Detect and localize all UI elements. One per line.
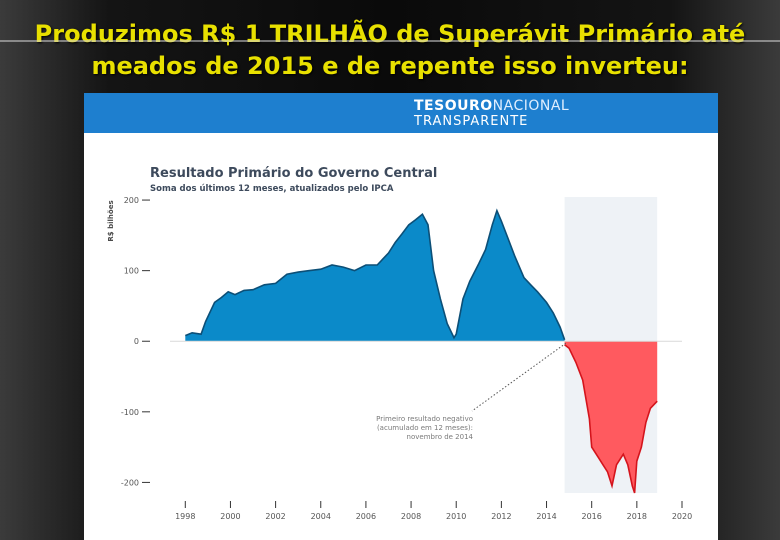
slide-title-line1: Produzimos R$ 1 TRILHÃO de Superávit Pri… bbox=[34, 20, 746, 48]
slide-title-line2: meados de 2015 e de repente isso inverte… bbox=[91, 52, 689, 80]
annotation-text-line: Primeiro resultado negativo bbox=[376, 415, 473, 423]
annotation-text-line: novembro de 2014 bbox=[407, 433, 474, 441]
logo-line1: TESOURONACIONAL bbox=[414, 99, 569, 114]
annotation-pointer bbox=[471, 342, 567, 412]
chart-subtitle: Soma dos últimos 12 meses, atualizados p… bbox=[150, 184, 394, 194]
logo-part-b: NACIONAL bbox=[492, 98, 570, 114]
x-tick-label: 2000 bbox=[220, 512, 240, 521]
deficit-line bbox=[564, 344, 658, 494]
chart-title: Resultado Primário do Governo Central bbox=[150, 166, 437, 181]
x-tick-label: 2006 bbox=[356, 512, 376, 521]
x-tick-label: 2012 bbox=[491, 512, 511, 521]
y-tick-label: 200 bbox=[124, 196, 139, 205]
deficit-area bbox=[564, 341, 658, 493]
x-tick-label: 2014 bbox=[536, 512, 556, 521]
y-tick-label: 0 bbox=[134, 337, 139, 346]
title-divider bbox=[0, 40, 780, 42]
logo-part-a: TESOURO bbox=[414, 98, 493, 114]
y-axis-label: R$ bilhões bbox=[107, 200, 115, 241]
chart-panel: TESOURONACIONAL TRANSPARENTE Resultado P… bbox=[84, 93, 718, 540]
surplus-line bbox=[184, 208, 566, 341]
y-tick-label: -100 bbox=[121, 408, 139, 417]
slide-title: Produzimos R$ 1 TRILHÃO de Superávit Pri… bbox=[0, 18, 780, 82]
x-tick-label: 2010 bbox=[446, 512, 466, 521]
tesouro-banner bbox=[84, 93, 718, 133]
x-tick-label: 2020 bbox=[672, 512, 692, 521]
annotation-text-line: (acumulado em 12 meses): bbox=[377, 424, 473, 432]
primary-result-chart: Resultado Primário do Governo Central So… bbox=[107, 166, 692, 521]
surplus-area bbox=[185, 210, 565, 342]
x-tick-label: 2004 bbox=[311, 512, 331, 521]
y-tick-label: 100 bbox=[124, 267, 139, 276]
logo-line2: TRANSPARENTE bbox=[414, 114, 529, 129]
y-tick-label: -200 bbox=[121, 478, 139, 487]
x-tick-label: 2016 bbox=[582, 512, 602, 521]
x-tick-label: 2018 bbox=[627, 512, 647, 521]
tesouro-logo: TESOURONACIONAL TRANSPARENTE bbox=[414, 99, 569, 130]
x-tick-label: 1998 bbox=[175, 512, 195, 521]
x-tick-label: 2008 bbox=[401, 512, 421, 521]
x-tick-label: 2002 bbox=[265, 512, 285, 521]
